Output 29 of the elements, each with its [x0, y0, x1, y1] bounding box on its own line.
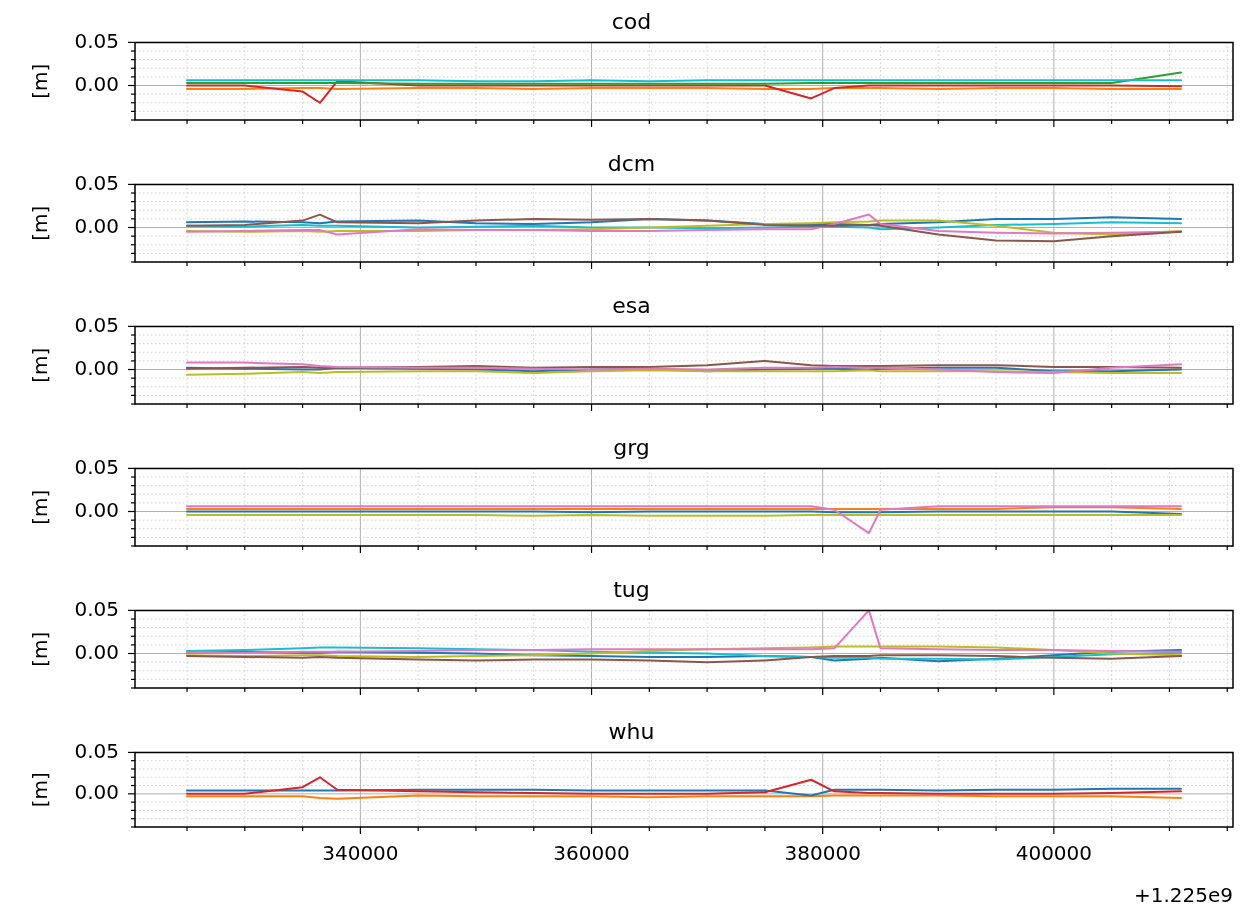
y-axis-title: [m]: [28, 772, 53, 808]
y-tick-label: 0.05: [74, 312, 119, 337]
y-tick-label: 0.00: [74, 780, 119, 805]
x-tick-label: 400000: [1015, 841, 1093, 866]
chart-title: tug: [613, 576, 650, 602]
x-tick-label: 340000: [322, 841, 399, 866]
chart-title: cod: [611, 8, 652, 34]
y-tick-label: 0.00: [74, 213, 119, 238]
y-tick-label: 0.05: [74, 170, 119, 195]
y-tick-label: 0.05: [74, 28, 119, 53]
y-axis-title: [m]: [28, 489, 53, 525]
y-axis-title: [m]: [28, 631, 53, 667]
chart-title: dcm: [607, 150, 656, 176]
y-axis-title: [m]: [28, 205, 53, 241]
x-tick-label: 380000: [784, 841, 861, 866]
chart-title: whu: [608, 718, 655, 744]
y-tick-label: 0.00: [74, 355, 119, 380]
y-tick-label: 0.05: [74, 454, 119, 479]
chart-title: grg: [613, 434, 650, 460]
x-tick-label: 360000: [553, 841, 630, 866]
y-axis-title: [m]: [28, 63, 53, 99]
text: +1.225e9: [1133, 883, 1233, 908]
y-axis-title: [m]: [28, 347, 53, 383]
chart-title: esa: [612, 292, 651, 318]
y-tick-label: 0.00: [74, 71, 119, 96]
y-tick-label: 0.05: [74, 738, 119, 763]
y-tick-label: 0.00: [74, 639, 119, 664]
y-tick-label: 0.00: [74, 497, 119, 522]
y-tick-label: 0.05: [74, 596, 119, 621]
